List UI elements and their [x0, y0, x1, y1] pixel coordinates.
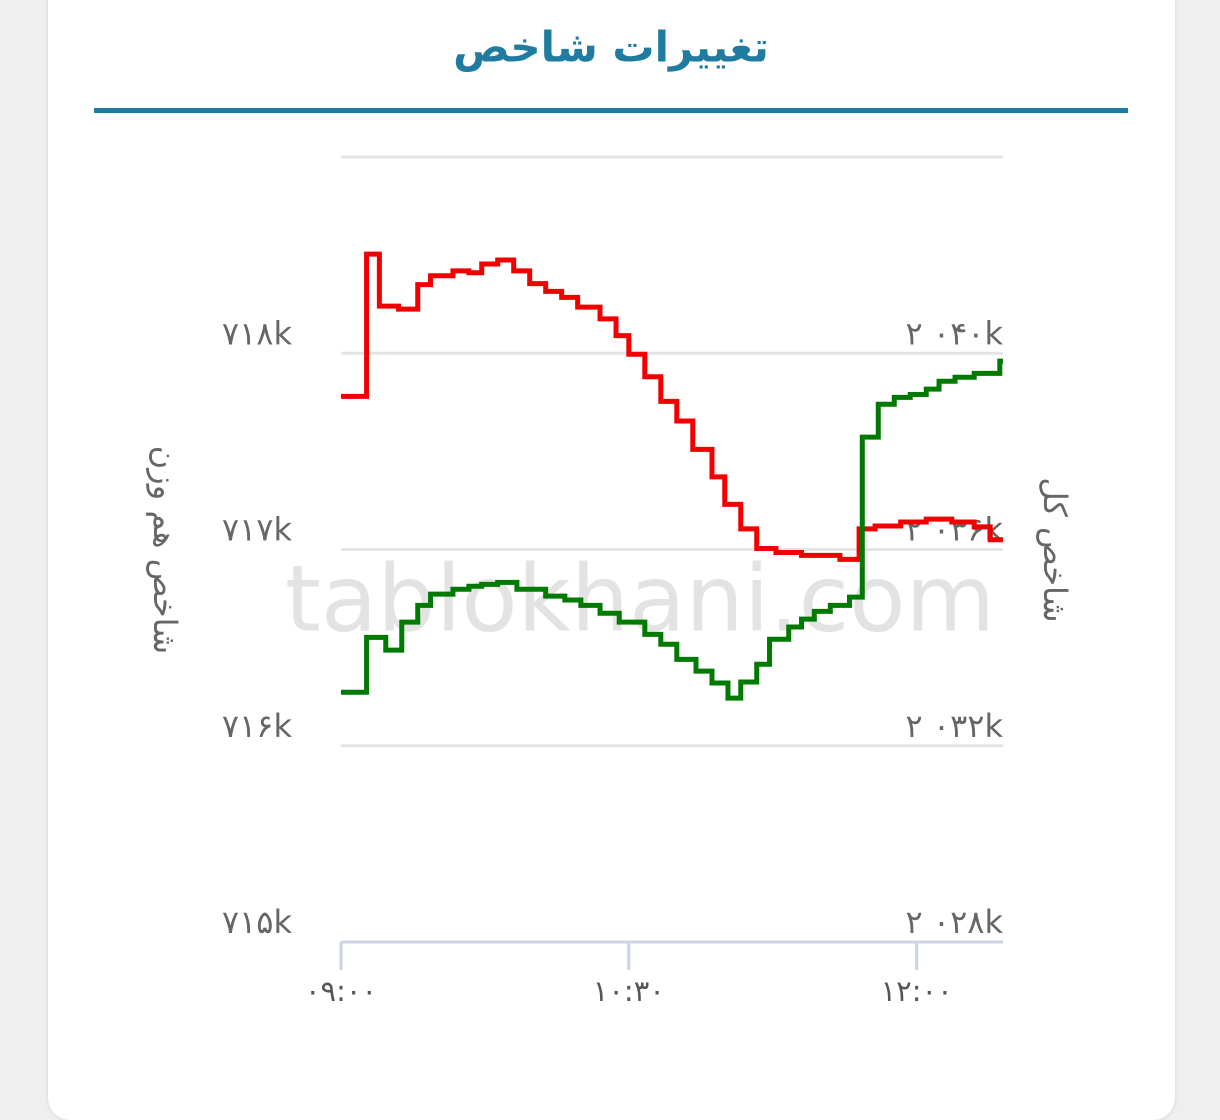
series-line — [341, 358, 1003, 701]
title-underline — [94, 108, 1128, 113]
chart: تغییرات شاخص tablokhani.com شاخص هم وزن … — [94, 23, 1128, 1008]
y-tick-label: ۷۱۷k — [222, 511, 293, 549]
y-tick-label: ۷۱۵k — [222, 903, 293, 941]
y-tick-label: ۷۱۶k — [222, 707, 293, 745]
y2-tick-label: ۲ ۰۴۰k — [906, 314, 1004, 352]
y-axis-label: شاخص هم وزن — [146, 446, 184, 654]
page: تغییرات شاخص tablokhani.com شاخص هم وزن … — [48, 0, 1175, 1120]
card — [48, 0, 1175, 1120]
y2-tick-label: ۲ ۰۳۲k — [906, 707, 1004, 745]
y2-tick-label: ۲ ۰۲۸k — [906, 903, 1004, 941]
x-tick-label: ۱۰:۳۰ — [593, 974, 665, 1008]
y-tick-label: ۷۱۸k — [222, 314, 293, 352]
series-line — [341, 251, 1003, 562]
y2-tick-label: ۲ ۰۳۶k — [906, 511, 1004, 549]
x-tick-label: ۰۹:۰۰ — [305, 974, 377, 1008]
x-tick-label: ۱۲:۰۰ — [881, 974, 953, 1008]
watermark: tablokhani.com — [285, 545, 995, 652]
y2-axis-label: شاخص کل — [1036, 477, 1074, 622]
chart-title: تغییرات شاخص — [453, 23, 769, 73]
